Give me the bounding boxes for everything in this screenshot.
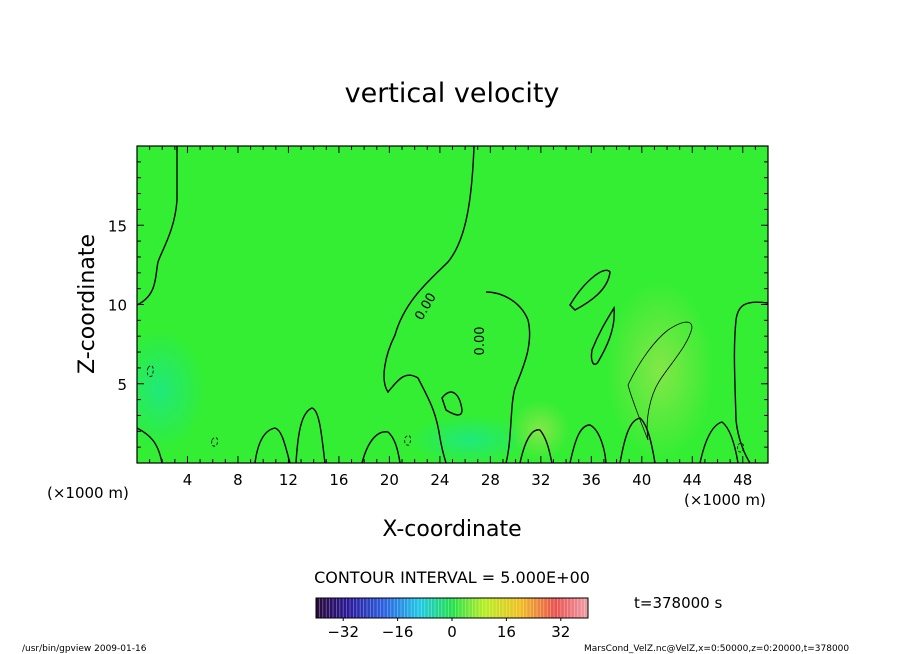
colorbar-gradient — [316, 598, 588, 618]
y-tick-label: 5 — [117, 376, 127, 394]
x-tick-label: 4 — [183, 471, 193, 489]
contour-zero-right-mid — [590, 305, 615, 366]
contour-interval-label: CONTOUR INTERVAL = 5.000E+00 — [314, 568, 590, 587]
x-tick-label: 36 — [582, 471, 601, 489]
y-axis-label: Z-coordinate — [75, 234, 100, 374]
x-tick-label: 20 — [380, 471, 399, 489]
contour-lines — [137, 146, 768, 463]
heatmap-anomalies — [137, 280, 715, 463]
contour-zero-far-right — [733, 301, 768, 463]
negative-anomaly-left — [137, 330, 205, 450]
footer-right: MarsCond_VelZ.nc@VelZ,x=0:50000,z=0:2000… — [584, 644, 849, 654]
x-tick-label: 8 — [233, 471, 243, 489]
x-tick-label: 32 — [531, 471, 550, 489]
x-unit-label-left: (×1000 m) — [47, 484, 129, 502]
colorbar: −32 −16 0 16 32 — [315, 597, 589, 641]
x-tick-label: 40 — [632, 471, 651, 489]
colorbar-tick-label: 0 — [447, 623, 457, 641]
x-tick-label: 24 — [430, 471, 449, 489]
colorbar-tick-label: 16 — [497, 623, 516, 641]
y-tick-label: 15 — [108, 217, 127, 235]
contour-zero-center — [383, 146, 475, 463]
contour-small-neg-left — [146, 365, 154, 377]
negative-anomaly-bottom — [410, 415, 530, 463]
contour-label: 0.00 — [473, 326, 488, 355]
time-label: t=378000 s — [634, 594, 722, 612]
colorbar-tick-label: −16 — [382, 623, 414, 641]
positive-anomaly-right — [605, 280, 715, 460]
colorbar-tick-label: 32 — [551, 623, 570, 641]
contour-zero-right-top — [569, 269, 611, 311]
contour-small-neg-bottom — [211, 435, 745, 453]
x-tick-label: 28 — [481, 471, 500, 489]
x-axis-ticks: 4 8 12 16 20 24 28 32 36 40 44 48 — [149, 146, 756, 489]
colorbar-stripes — [318, 598, 585, 618]
y-axis-ticks: 5 10 15 — [108, 161, 768, 448]
contour-zero-bubble — [485, 291, 531, 463]
colorbar-tick-label: −32 — [327, 623, 359, 641]
contour-zero-left — [137, 146, 178, 306]
x-unit-label-right: (×1000 m) — [684, 491, 766, 509]
x-tick-label: 12 — [279, 471, 298, 489]
x-tick-label: 16 — [329, 471, 348, 489]
colorbar-ticks: −32 −16 0 16 32 — [327, 618, 570, 641]
contour-small-pos — [627, 321, 693, 441]
y-tick-label: 10 — [108, 297, 127, 315]
x-tick-label: 48 — [733, 471, 752, 489]
chart-title: vertical velocity — [345, 78, 560, 109]
x-axis-label: X-coordinate — [382, 517, 521, 542]
contour-zero-loop — [441, 391, 463, 416]
contour-bottom-bumps — [137, 407, 739, 463]
x-tick-label: 44 — [683, 471, 702, 489]
footer-left: /usr/bin/gpview 2009-01-16 — [22, 644, 147, 654]
